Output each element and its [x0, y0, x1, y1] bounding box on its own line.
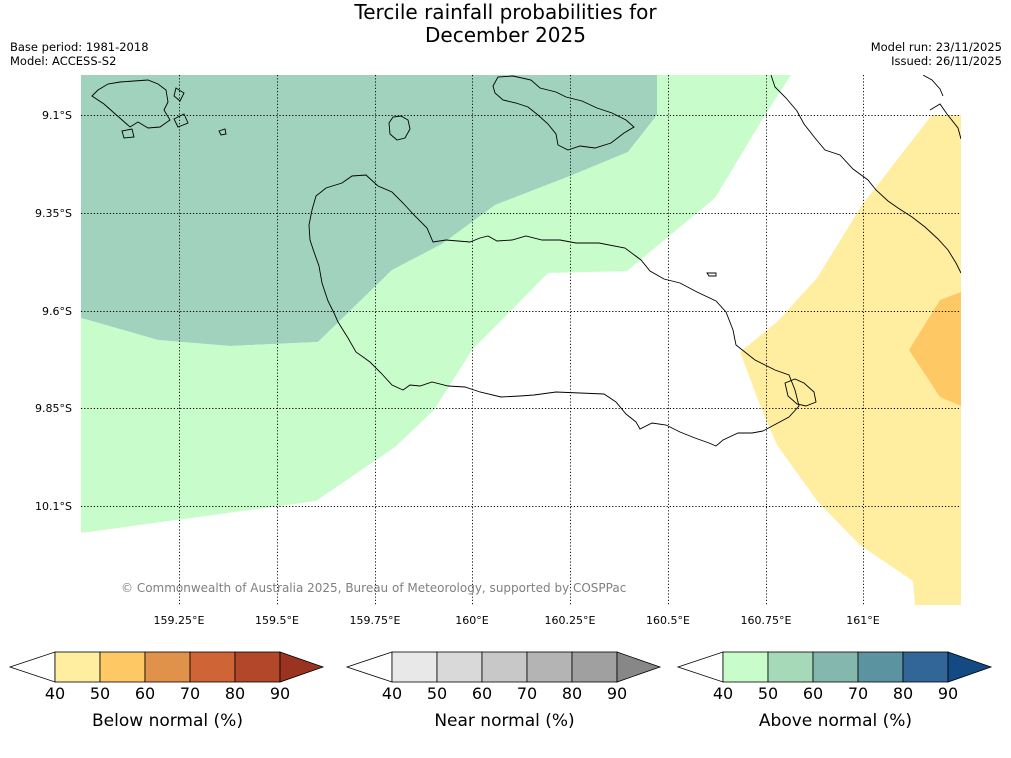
colorbar-segment — [481, 651, 528, 683]
colorbar-segment — [722, 651, 769, 683]
colorbar-lower-extension — [676, 651, 724, 683]
base-period-text: Base period: 1981-2018 — [10, 40, 149, 54]
lat-label: 9.35°S — [35, 207, 72, 220]
coastlines — [91, 75, 961, 447]
lon-label: 160.75°E — [741, 614, 792, 627]
lat-label: 10.1°S — [35, 500, 72, 513]
colorbar-tick-label: 90 — [607, 684, 627, 703]
colorbar-segment — [767, 651, 814, 683]
colorbar-tick-label: 50 — [427, 684, 447, 703]
lat-labels: 9.1°S 9.35°S 9.6°S 9.85°S 10.1°S — [35, 109, 72, 513]
colorbar-upper-extension — [279, 651, 325, 683]
colorbar: 40 50 60 70 80 90 Above normal (%) — [676, 651, 993, 731]
below-normal-40-50-region — [740, 115, 961, 605]
lon-label: 160.5°E — [646, 614, 690, 627]
small-islet-4-coastline — [121, 128, 135, 139]
colorbar-segment — [812, 651, 859, 683]
lon-labels: 159.25°E 159.5°E 159.75°E 160°E 160.25°E… — [154, 614, 880, 627]
small-islet-2-coastline — [173, 87, 185, 102]
lon-label: 160°E — [455, 614, 488, 627]
above-normal-40-50-region — [81, 75, 791, 533]
colorbar-tick-label: 40 — [713, 684, 733, 703]
colorbar-upper-extension — [947, 651, 993, 683]
colorbar-tick-label: 70 — [517, 684, 537, 703]
colorbar-tick-label: 60 — [472, 684, 492, 703]
ngella-island-coastline — [388, 115, 411, 141]
colorbar-segment — [436, 651, 483, 683]
colorbar-tick-label: 80 — [893, 684, 913, 703]
russell-islands-coastline — [91, 79, 171, 129]
malaita-north-coastline — [922, 75, 944, 97]
meta-right: Model run: 23/11/2025 Issued: 26/11/2025 — [871, 40, 1002, 68]
lat-label: 9.85°S — [35, 402, 72, 415]
colorbar-label: Near normal (%) — [434, 711, 574, 731]
colorbar-tick-label: 60 — [803, 684, 823, 703]
colorbar-lower-extension — [8, 651, 56, 683]
colorbar-label: Above normal (%) — [759, 711, 912, 731]
model-run-text: Model run: 23/11/2025 — [870, 40, 1002, 54]
title-line-2: December 2025 — [425, 23, 586, 47]
colorbar: 40 50 60 70 80 90 Below normal (%) — [8, 651, 325, 731]
lon-label: 160.25°E — [545, 614, 596, 627]
map-area: © Commonwealth of Australia 2025, Bureau… — [81, 75, 961, 605]
colorbar-tick-label: 70 — [180, 684, 200, 703]
colorbar-tick-label: 80 — [562, 684, 582, 703]
above-normal-50-60-region — [81, 75, 657, 346]
lat-gridlines — [81, 115, 961, 507]
lat-label: 9.1°S — [42, 109, 72, 122]
colorbar-segment — [54, 651, 101, 683]
below-normal-50-60-region — [909, 292, 961, 406]
colorbar-tick-label: 70 — [848, 684, 868, 703]
colorbar-segment — [391, 651, 438, 683]
small-islet-5-coastline — [218, 128, 227, 136]
lon-label: 159.5°E — [255, 614, 299, 627]
colorbar-tick-label: 90 — [270, 684, 290, 703]
lat-label: 9.6°S — [42, 305, 72, 318]
title-line-1: Tercile rainfall probabilities for — [354, 0, 657, 24]
colorbar-tick-label: 80 — [225, 684, 245, 703]
florida-islands-coastline — [492, 75, 635, 151]
map-title: Tercile rainfall probabilities for Decem… — [0, 1, 1011, 47]
colorbar-tick-label: 60 — [135, 684, 155, 703]
colorbar-tick-label: 90 — [938, 684, 958, 703]
meta-left: Base period: 1981-2018 Model: ACCESS-S2 — [10, 40, 149, 68]
copyright-text: © Commonwealth of Australia 2025, Bureau… — [121, 581, 626, 595]
colorbar-segment — [189, 651, 236, 683]
east-islets-coastline — [929, 103, 961, 140]
colorbars: 40 50 60 70 80 90 Below normal (%) 40 50 60 70 80 90… — [8, 651, 993, 731]
colorbar-tick-label: 50 — [90, 684, 110, 703]
issued-text: Issued: 26/11/2025 — [891, 54, 1002, 68]
makira-islets-coastline — [784, 378, 817, 407]
colorbar: 40 50 60 70 80 90 Near normal (%) — [345, 651, 662, 731]
colorbar-segment — [571, 651, 618, 683]
malaita-coastline — [770, 75, 961, 274]
colorbar-segment — [857, 651, 904, 683]
colorbar-segment — [144, 651, 191, 683]
model-text: Model: ACCESS-S2 — [10, 54, 117, 68]
small-islet-3-coastline — [173, 113, 189, 128]
lon-label: 159.25°E — [154, 614, 205, 627]
lon-label: 159.75°E — [350, 614, 401, 627]
colorbar-lower-extension — [345, 651, 393, 683]
colorbar-label: Below normal (%) — [92, 711, 243, 731]
lon-label: 161°E — [846, 614, 879, 627]
colorbar-tick-label: 50 — [758, 684, 778, 703]
colorbar-upper-extension — [616, 651, 662, 683]
colorbar-tick-label: 40 — [45, 684, 65, 703]
small-islet-coastline — [706, 272, 717, 277]
colorbar-segment — [99, 651, 146, 683]
lon-gridlines — [179, 75, 864, 605]
guadalcanal-coastline — [308, 174, 800, 447]
colorbar-segment — [234, 651, 281, 683]
colorbar-segment — [902, 651, 949, 683]
colorbar-tick-label: 40 — [382, 684, 402, 703]
colorbar-segment — [526, 651, 573, 683]
